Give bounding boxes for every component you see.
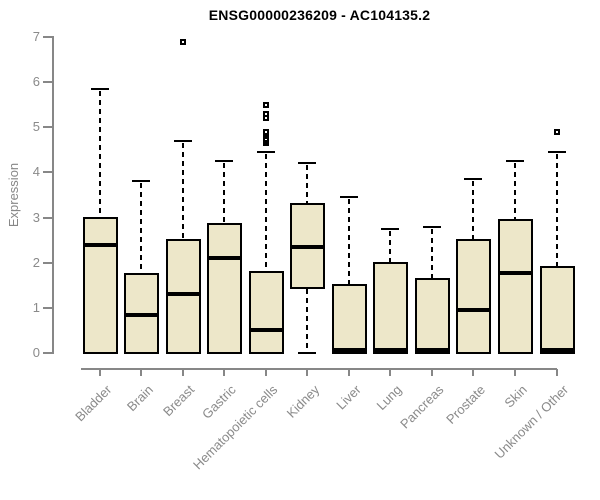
upper-whisker (223, 163, 226, 225)
upper-whisker (514, 163, 516, 220)
y-axis-tick (43, 126, 52, 129)
outlier-point (262, 110, 269, 117)
y-tick-label: 0 (32, 345, 40, 360)
x-axis-tick (98, 369, 101, 376)
upper-whisker-cap (256, 151, 275, 154)
y-tick-label: 3 (32, 209, 40, 225)
box-liver (331, 284, 367, 354)
y-axis-tick (43, 81, 52, 84)
upper-whisker (264, 154, 267, 272)
y-tick-label: 1 (32, 299, 40, 315)
upper-whisker-cap (132, 180, 151, 183)
x-axis-tick (430, 369, 433, 376)
x-tick-label: Pancreas (397, 382, 447, 432)
outlier-point (262, 128, 269, 135)
upper-whisker (181, 142, 184, 241)
x-axis-tick (472, 369, 475, 376)
x-tick-label: Breast (160, 382, 198, 420)
x-tick-label: Lung (373, 382, 405, 414)
outlier-point (179, 38, 186, 45)
x-axis-tick (306, 369, 309, 376)
box-bladder (82, 216, 118, 354)
upper-whisker (472, 181, 475, 241)
median-bar (207, 256, 243, 261)
box-pancreas (414, 277, 450, 354)
x-axis-tick (514, 369, 516, 376)
x-tick-label: Kidney (283, 382, 322, 421)
box-skin (498, 218, 533, 354)
y-tick-label: 7 (32, 29, 40, 44)
x-axis-tick (140, 369, 143, 376)
y-axis-tick (43, 306, 52, 309)
y-tick-label: 2 (32, 254, 40, 270)
median-bar (165, 292, 201, 297)
x-axis-tick (223, 369, 226, 376)
y-axis-tick (43, 261, 52, 264)
x-axis-tick (264, 369, 267, 376)
upper-whisker-cap (339, 196, 358, 199)
upper-whisker-cap (506, 160, 524, 163)
y-tick-label: 6 (32, 74, 40, 90)
median-bar (498, 270, 533, 275)
y-axis-tick (43, 216, 52, 219)
y-tick-label: 4 (32, 164, 40, 180)
x-tick-label: Bladder (71, 382, 115, 425)
upper-whisker (389, 230, 392, 263)
x-axis-tick (555, 369, 558, 376)
outlier-point (262, 101, 269, 108)
y-axis-line (52, 36, 54, 354)
upper-whisker-cap (90, 87, 109, 90)
box-prostate (456, 239, 492, 354)
upper-whisker (555, 154, 558, 268)
upper-whisker-cap (422, 225, 441, 228)
median-bar (373, 348, 409, 352)
x-tick-label: Brain (123, 382, 156, 415)
upper-whisker-cap (215, 160, 234, 163)
x-tick-label: Prostate (443, 382, 489, 427)
box-gastric (207, 223, 243, 354)
y-tick-label: 5 (32, 119, 40, 135)
median-bar (331, 348, 367, 352)
x-tick-label: Skin (501, 382, 530, 411)
x-axis-tick (181, 369, 184, 376)
median-bar (290, 244, 326, 249)
median-bar (82, 242, 118, 247)
upper-whisker (430, 228, 433, 279)
chart-title: ENSG00000236209 - AC104135.2 (208, 7, 431, 23)
upper-whisker (306, 165, 309, 205)
lower-whisker (306, 288, 309, 351)
median-bar (414, 348, 450, 352)
upper-whisker (347, 199, 350, 286)
box-breast (165, 239, 201, 354)
median-bar (124, 312, 160, 317)
upper-whisker (98, 90, 101, 218)
median-bar (456, 308, 492, 313)
x-axis-tick (347, 369, 350, 376)
upper-whisker-cap (381, 227, 400, 230)
outlier-point (553, 128, 560, 135)
box-hematopoietic-cells (248, 270, 284, 354)
upper-whisker (140, 183, 143, 274)
x-tick-label: Unknown / Other (491, 382, 572, 462)
upper-whisker-cap (547, 151, 566, 154)
median-bar (248, 328, 284, 333)
x-axis-line (81, 368, 557, 370)
x-axis-tick (389, 369, 392, 376)
upper-whisker-cap (298, 162, 317, 165)
y-axis-tick (43, 36, 52, 38)
upper-whisker-cap (464, 178, 483, 181)
upper-whisker-cap (173, 139, 192, 142)
y-axis-title: Expression (6, 162, 21, 228)
y-axis-tick (43, 352, 52, 354)
x-tick-label: Liver (332, 382, 364, 413)
lower-whisker-cap (298, 352, 317, 354)
x-tick-label: Gastric (199, 382, 239, 422)
median-bar (539, 348, 575, 352)
box-lung (373, 261, 409, 354)
box-unknown-other (539, 266, 575, 354)
y-axis-tick (43, 171, 52, 174)
